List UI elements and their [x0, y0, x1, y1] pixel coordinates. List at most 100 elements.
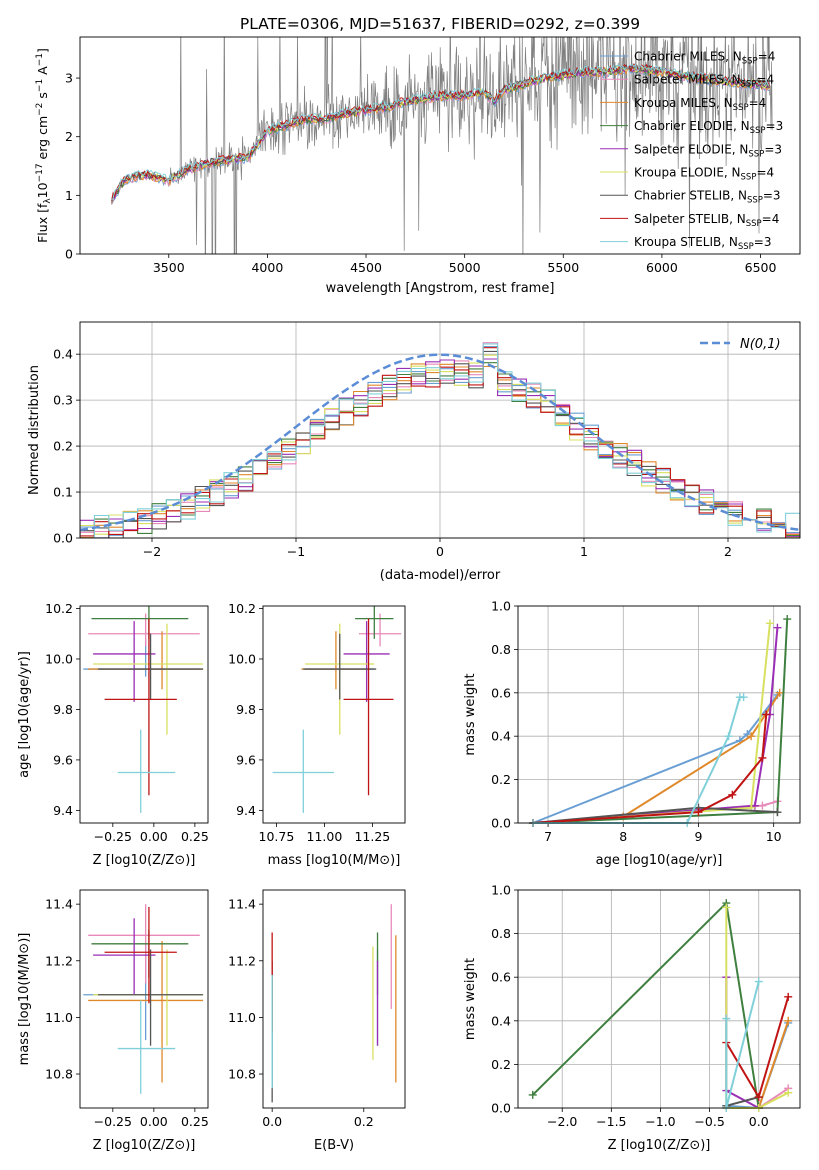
- x-tick-label: 0: [436, 544, 444, 559]
- axes-mass-vs-EBV: 0.0 0.2 10.8 11.0 11.2 11.4: [228, 897, 374, 1129]
- legend-entry: Chabrier ELODIE, NSSP=3: [634, 119, 783, 136]
- weight-marker: [784, 992, 793, 1001]
- y-tick-label: 11.0: [45, 1010, 73, 1025]
- mwZ-frame: [517, 889, 801, 1109]
- x-tick-label: 9: [695, 829, 703, 844]
- x-axis-label: age [log10(age/yr)]: [596, 853, 723, 868]
- y-tick-label: 11.2: [45, 953, 73, 968]
- massZ-frame: [79, 889, 209, 1109]
- axes-mass-vs-Z: −0.25 0.00 0.25 10.8 11.0 11.2 11.4: [45, 897, 209, 1129]
- weight-marker: [758, 753, 767, 762]
- errorbar-point: [104, 906, 177, 1004]
- y-tick-label: 0.2: [491, 1057, 511, 1072]
- errorbar-point: [117, 1000, 176, 1094]
- legend-entry: Chabrier MILES, NSSP=4: [634, 50, 775, 67]
- errorbar-point: [88, 940, 204, 1083]
- x-tick-label: −1: [287, 544, 305, 559]
- x-tick-label: −2: [143, 544, 161, 559]
- x-tick-label: 4000: [251, 260, 283, 275]
- errorbar-point: [104, 618, 177, 796]
- x-tick-label: 3500: [153, 260, 185, 275]
- spectrum-legend: Chabrier MILES, NSSP=4 Salpeter MILES, NS…: [600, 50, 783, 252]
- errorbar-point: [83, 638, 200, 677]
- y-axis-label: mass [log10(M/M⊙)]: [17, 933, 32, 1066]
- legend-entry: Salpeter ELODIE, NSSP=3: [634, 142, 782, 159]
- weight-marker: [783, 615, 792, 624]
- weight-marker: [528, 1090, 537, 1099]
- weight-marker: [765, 619, 774, 628]
- weight-line: [532, 692, 781, 824]
- y-axis-label: mass weight: [463, 958, 478, 1040]
- errorbar-point: [98, 633, 204, 700]
- errorbar-point: [301, 631, 371, 690]
- model-spectrum-7: [111, 63, 771, 201]
- x-tick-label: −2.0: [547, 1114, 577, 1129]
- x-tick-label: −1.5: [596, 1114, 626, 1129]
- y-tick-label: 10.0: [45, 651, 73, 666]
- residuals-frame: [79, 321, 801, 539]
- y-tick-label: 2: [65, 129, 73, 144]
- x-tick-label: 6000: [646, 260, 678, 275]
- x-tick-label: 6500: [745, 260, 777, 275]
- y-axis-label: Flux [fλ10−17 erg cm−2 s−1 A−1]: [35, 48, 53, 243]
- x-tick-label: 0.0: [262, 1114, 282, 1129]
- x-tick-label: −1.0: [645, 1114, 675, 1129]
- x-axis-label: mass [log10(M/M⊙)]: [268, 853, 401, 868]
- y-tick-label: 3: [65, 71, 73, 86]
- x-axis-label: (data-model)/error: [380, 568, 501, 583]
- weight-marker: [762, 710, 771, 719]
- weight-marker: [754, 1093, 763, 1102]
- y-tick-label: 0.6: [491, 970, 511, 985]
- y-tick-label: 9.6: [53, 752, 73, 767]
- x-tick-label: 0.00: [140, 1114, 168, 1129]
- model-spectrum-8: [111, 63, 770, 201]
- legend-entry: Salpeter STELIB, NSSP=4: [634, 212, 779, 229]
- errorbar-point: [117, 729, 176, 813]
- x-tick-label: 2: [724, 544, 732, 559]
- y-tick-label: 9.4: [236, 803, 256, 818]
- weight-line: [532, 694, 779, 824]
- x-axis-label: Z [log10(Z/Z⊙)]: [93, 1138, 196, 1153]
- x-tick-label: −0.25: [94, 1114, 132, 1129]
- errorbar-point: [303, 633, 377, 700]
- axes-mass-weight-vs-Z: −2.0 −1.5 −1.0 −0.5 0.0 0.0 0.2 0.4 0.6 0.8 1.0: [491, 883, 800, 1129]
- y-tick-label: 1.0: [491, 599, 511, 614]
- x-tick-label: 1: [580, 544, 588, 559]
- x-tick-label: −0.25: [94, 829, 132, 844]
- y-tick-label: 11.4: [45, 897, 73, 912]
- mwAge-frame: [517, 605, 801, 824]
- weight-marker: [773, 623, 782, 632]
- legend-entry: Kroupa ELODIE, NSSP=4: [634, 166, 774, 183]
- y-tick-label: 0.2: [53, 439, 73, 454]
- errorbar-point: [355, 606, 394, 639]
- y-axis-label: mass weight: [463, 673, 478, 755]
- y-tick-label: 9.6: [236, 752, 256, 767]
- x-tick-label: 10: [766, 829, 782, 844]
- y-axis-label: Normed distribution: [27, 365, 42, 495]
- x-axis-label: wavelength [Angstrom, rest frame]: [326, 281, 555, 296]
- x-tick-label: 5500: [547, 260, 579, 275]
- y-tick-label: 9.8: [236, 702, 256, 717]
- y-tick-label: 10.8: [45, 1067, 73, 1082]
- axes-mass-weight-vs-age: 7 8 9 10 0.0 0.2 0.4 0.6 0.8 1.0: [491, 599, 800, 844]
- errorbar-point: [272, 729, 334, 813]
- errorbar-point: [98, 949, 204, 1046]
- y-tick-label: 0.0: [53, 531, 73, 546]
- ageM-frame: [262, 605, 406, 824]
- weight-marker: [784, 1016, 793, 1025]
- y-tick-label: 10.2: [228, 601, 256, 616]
- x-tick-label: 8: [619, 829, 627, 844]
- y-tick-label: 0: [65, 247, 73, 262]
- errorbar-point: [343, 621, 390, 702]
- axes-spectrum: 3500 4000 4500 5000 5500 6000 6500 0 1 2 3: [65, 71, 776, 275]
- axes-age-vs-mass: 10.75 11.00 11.25 9.4 9.6 9.8 10.0 10.2: [228, 601, 390, 844]
- y-tick-label: 0.0: [491, 816, 511, 831]
- x-tick-label: 0.2: [354, 1114, 374, 1129]
- y-axis-label: age [log10(age/yr)]: [17, 651, 32, 778]
- y-tick-label: 0.4: [491, 729, 511, 744]
- y-tick-label: 0.8: [491, 926, 511, 941]
- errorbar-point: [93, 949, 204, 1046]
- weight-line: [532, 627, 779, 824]
- x-tick-label: 0.25: [181, 1114, 209, 1129]
